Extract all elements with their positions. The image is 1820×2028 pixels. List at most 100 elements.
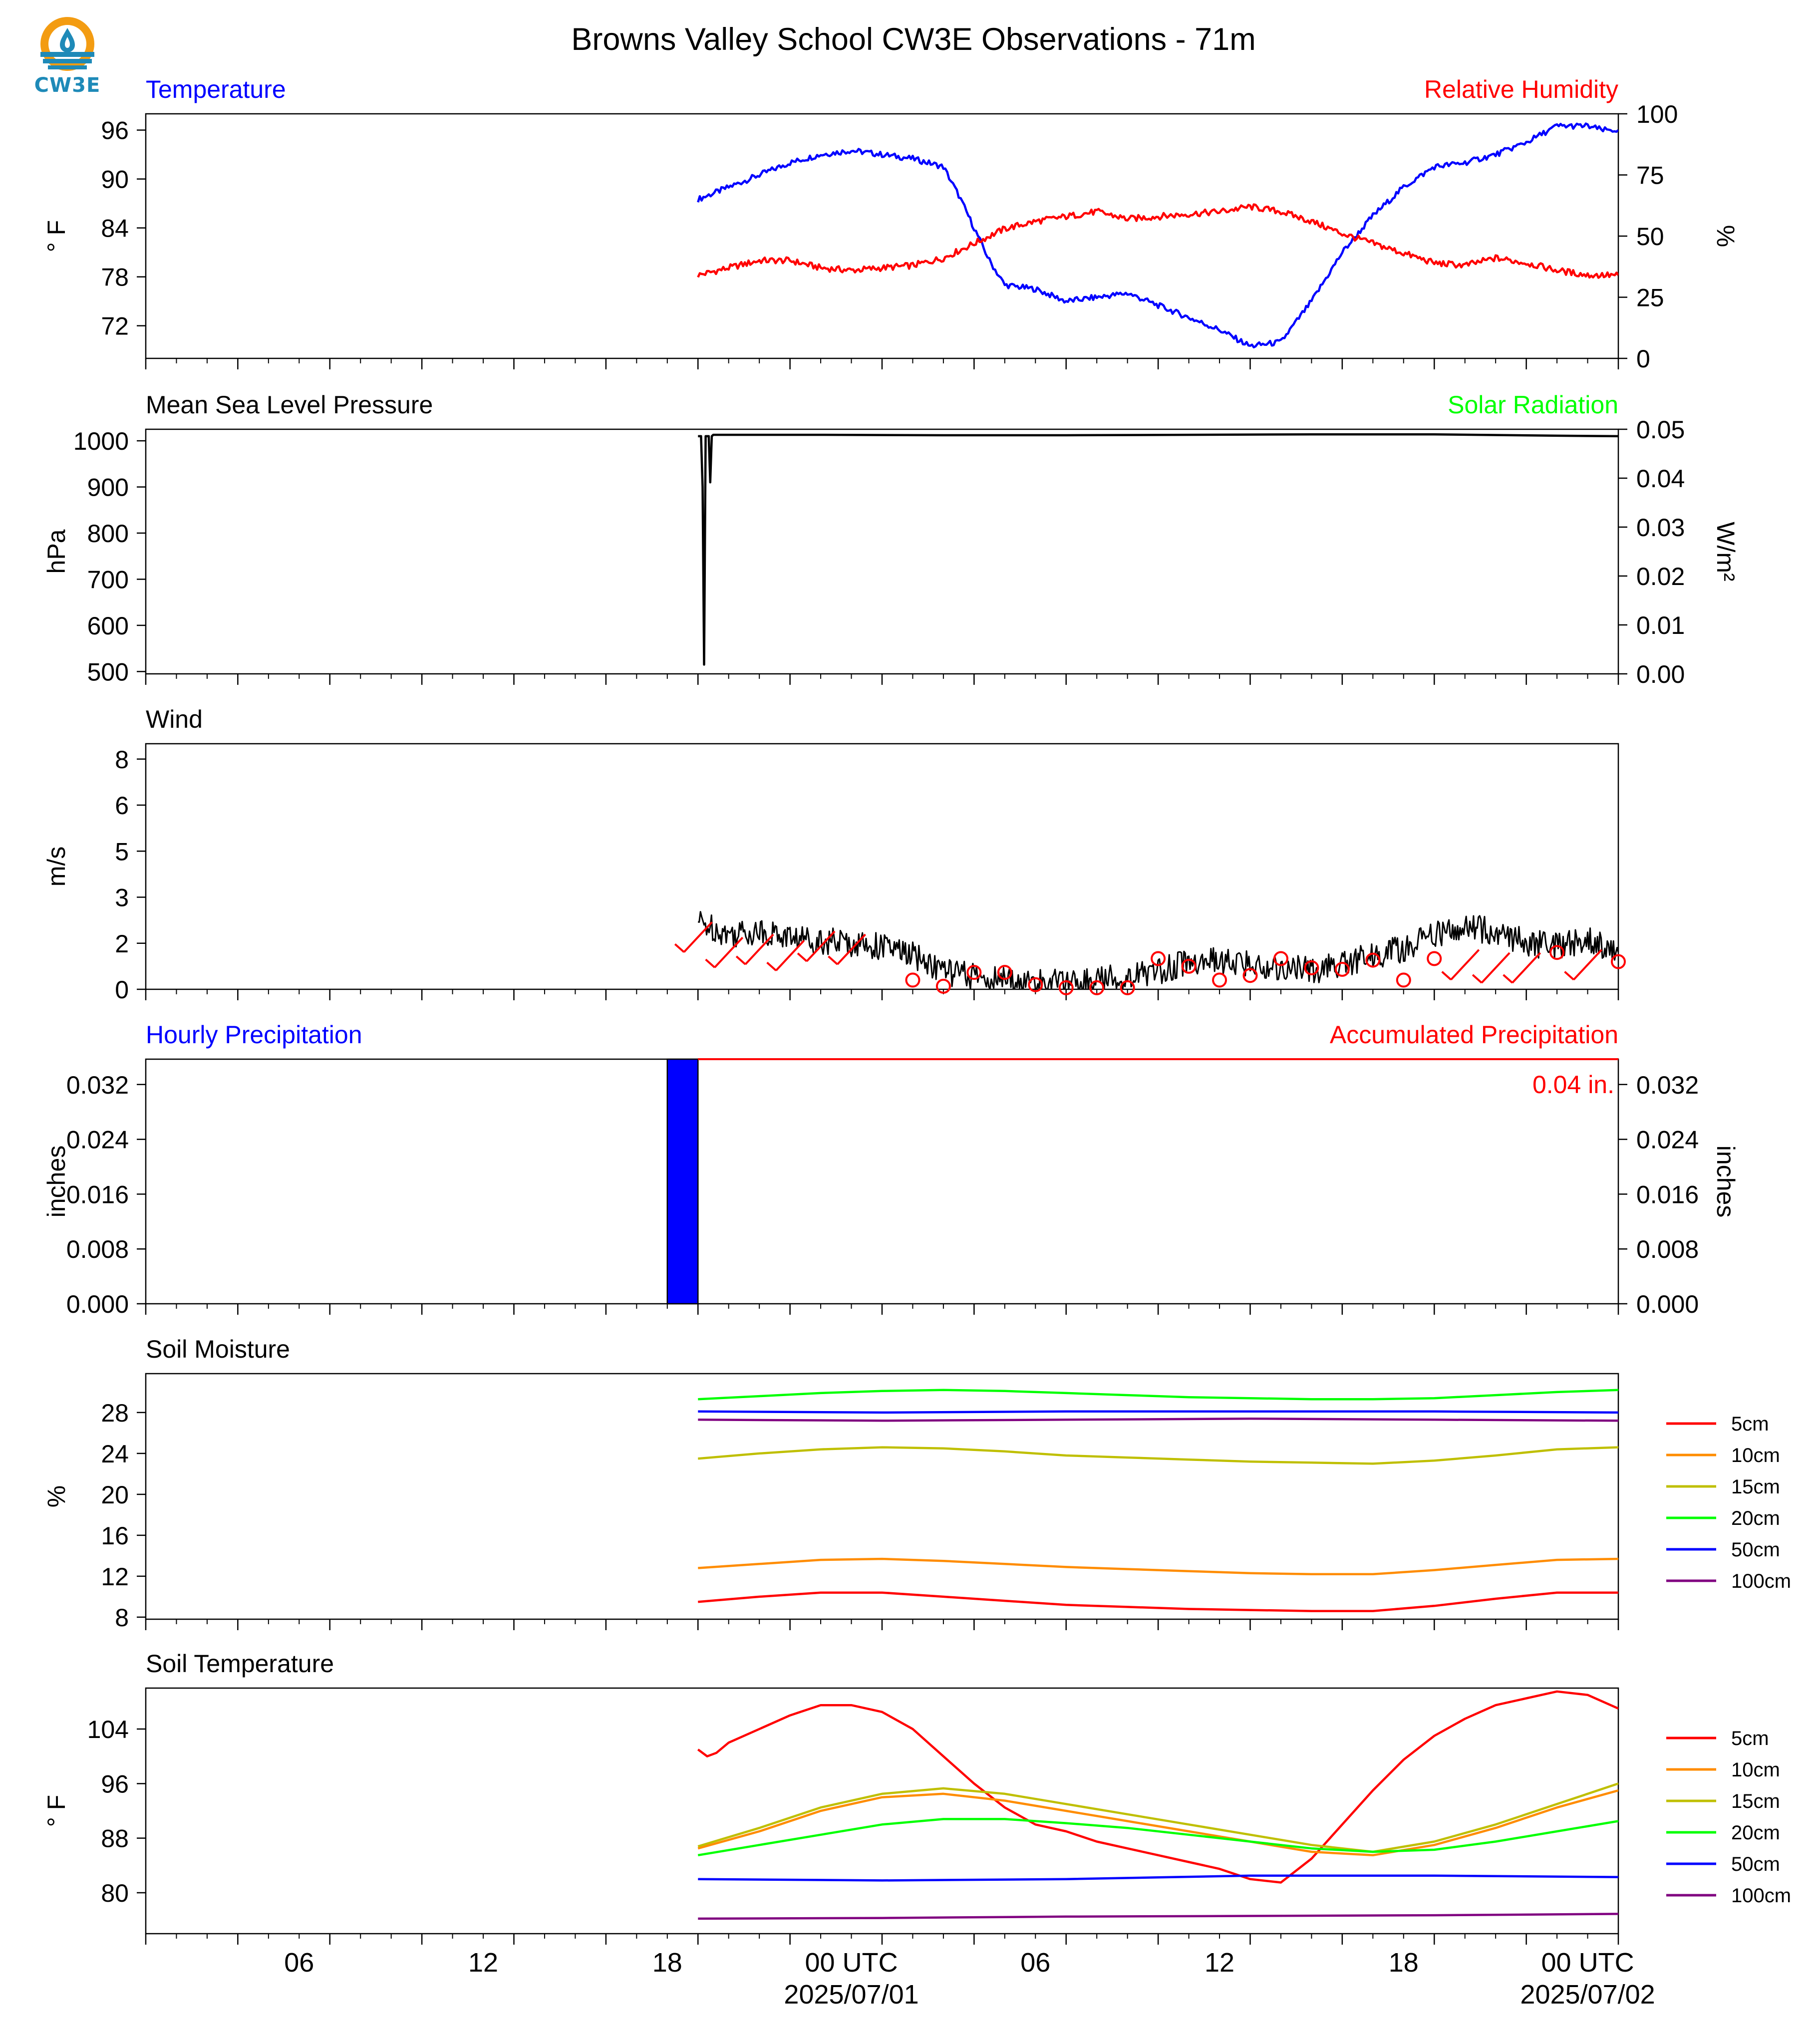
time-tick-label: 12	[1205, 1948, 1234, 1978]
y-tick-label-left: 96	[101, 1770, 129, 1798]
series-line-relative-humidity	[697, 203, 1618, 279]
y-axis-label-left: inches	[42, 1146, 70, 1218]
accumulated-annotation: 0.04 in.	[1532, 1071, 1614, 1099]
plot-frame	[145, 1058, 1619, 1305]
y-tick-label-right: 75	[1636, 162, 1664, 190]
y-tick-label-right: 0.04	[1636, 465, 1685, 493]
series-line-20cm	[697, 1818, 1618, 1857]
y-axis-label-left: hPa	[42, 529, 70, 574]
wind-barb	[683, 921, 713, 953]
wind-barb	[744, 933, 774, 965]
series-line-temperature	[697, 122, 1618, 348]
cw3e-logo: CW3E	[30, 15, 105, 110]
series-line-10cm	[698, 1557, 1618, 1576]
series-line-15cm	[697, 1782, 1618, 1853]
y-tick-label-left: 8	[115, 1604, 129, 1632]
wind-barb-flag	[735, 955, 746, 965]
y-axis-label-left: %	[42, 1485, 70, 1507]
wind-calm-marker	[1058, 980, 1074, 995]
wind-barb	[1481, 952, 1511, 984]
y-tick-label-left: 800	[87, 520, 129, 548]
series-line-50cm	[698, 1874, 1618, 1882]
legend-label: 10cm	[1731, 1445, 1780, 1466]
y-tick-label-left: 0.024	[66, 1126, 129, 1154]
panel-pressure-solar: Mean Sea Level Pressure Solar Radiation 50…	[42, 391, 1740, 688]
wind-barb	[1573, 949, 1603, 981]
wind-calm-marker	[1028, 977, 1043, 992]
y-tick-label-left: 2	[115, 930, 129, 958]
time-tick-label: 18	[1389, 1948, 1419, 1978]
y-tick-label-right: 0	[1636, 345, 1650, 373]
precip-bar	[666, 1058, 699, 1305]
panel-title-right: Relative Humidity	[1424, 75, 1618, 103]
panel-wind: Wind 0 2 3 5 6 8 m/s	[42, 705, 1626, 1004]
wind-calm-marker	[1365, 952, 1381, 968]
y-tick-label-right: 100	[1636, 100, 1678, 128]
y-tick-label-left: 700	[87, 566, 129, 593]
legend-label: 5cm	[1731, 1413, 1769, 1435]
series-line-20cm	[698, 1389, 1618, 1401]
y-tick-label-left: 0.008	[66, 1235, 129, 1263]
wind-barb-flag	[1472, 974, 1483, 984]
y-tick-label-left: 600	[87, 612, 129, 640]
legend-label: 10cm	[1731, 1759, 1780, 1781]
y-tick-label-left: 28	[101, 1399, 129, 1427]
panel-title-left: Mean Sea Level Pressure	[146, 391, 433, 419]
panel-title-left: Hourly Precipitation	[146, 1021, 362, 1049]
wind-calm-marker	[997, 965, 1012, 980]
y-tick-label-left: 5	[115, 838, 129, 866]
y-tick-label-right: 0.024	[1636, 1126, 1699, 1154]
series-line-50cm	[698, 1410, 1618, 1414]
series-line-5cm	[698, 1591, 1618, 1612]
wind-calm-marker	[905, 972, 920, 988]
series-line-mean-sea-level-pressure	[698, 433, 1618, 666]
wind-barb-flag	[766, 961, 777, 971]
wind-calm-marker	[1273, 951, 1288, 966]
y-tick-label-right: 0.008	[1636, 1235, 1699, 1263]
wind-barb-flag	[1564, 971, 1574, 981]
wind-barb-flag	[1441, 971, 1452, 981]
wind-calm-marker	[966, 965, 982, 980]
wind-calm-marker	[1611, 954, 1626, 969]
wind-barb-flag	[828, 955, 838, 965]
y-tick-label-left: 0.032	[66, 1071, 129, 1099]
y-axis-label-left: ° F	[42, 220, 70, 252]
wind-barb	[1512, 952, 1541, 984]
y-tick-label-left: 16	[101, 1522, 129, 1550]
wind-calm-marker	[1089, 980, 1105, 995]
wind-barb-flag	[797, 952, 808, 962]
panel-title-left: Soil Temperature	[146, 1650, 334, 1678]
y-tick-label-left: 80	[101, 1879, 129, 1907]
panel-title-left: Wind	[146, 705, 203, 733]
series-line-100cm	[698, 1913, 1618, 1920]
cw3e-logo-icon	[40, 17, 94, 71]
y-tick-label-right: 0.016	[1636, 1180, 1699, 1208]
y-axis-label-right: inches	[1712, 1146, 1740, 1218]
plot-frame	[145, 743, 1619, 990]
panel-soil-temperature: Soil Temperature 80 88 96 104 ° F 5cm 10cm 15cm 2…	[42, 1650, 1791, 1945]
series-line-10cm	[697, 1789, 1618, 1857]
legend-label: 50cm	[1731, 1853, 1780, 1875]
series-line-15cm	[698, 1446, 1618, 1465]
series-line-100cm	[698, 1417, 1618, 1422]
panel-precipitation: Hourly Precipitation Accumulated Precipit…	[42, 1021, 1740, 1318]
panel-title-right: Solar Radiation	[1448, 391, 1618, 419]
y-tick-label-right: 0.01	[1636, 611, 1685, 639]
time-tick-label: 06	[284, 1948, 314, 1978]
wind-barb-flag	[1503, 974, 1513, 984]
y-tick-label-left: 0.016	[66, 1180, 129, 1208]
legend-label: 20cm	[1731, 1507, 1780, 1529]
wind-barb	[806, 930, 836, 962]
wind-barb	[1450, 949, 1480, 981]
plot-frame	[145, 1687, 1619, 1935]
y-tick-label-right: 50	[1636, 223, 1664, 251]
time-tick-label: 00 UTC	[805, 1948, 898, 1978]
series-line-5cm	[697, 1690, 1618, 1884]
wind-calm-marker	[1212, 972, 1227, 988]
y-tick-label-right: 0.02	[1636, 563, 1685, 590]
y-tick-label-left: 84	[101, 215, 129, 243]
y-tick-label-right: 0.000	[1636, 1290, 1699, 1318]
y-tick-label-left: 72	[101, 312, 129, 340]
plot-frame	[145, 428, 1619, 675]
